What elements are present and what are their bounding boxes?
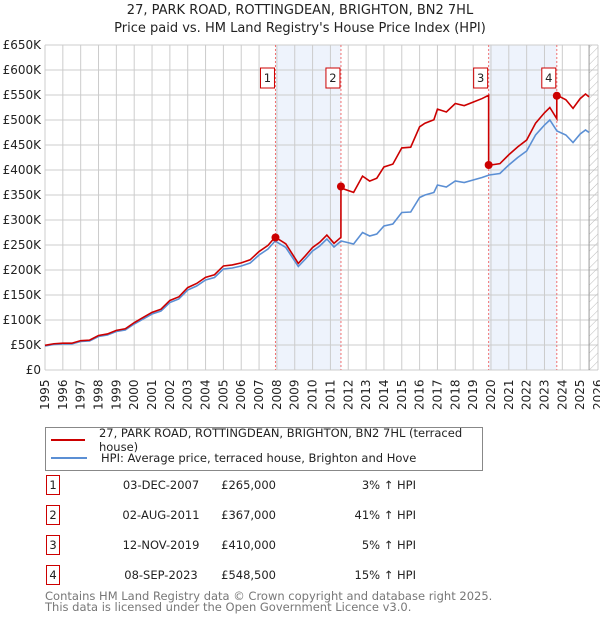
sale-date: 08-SEP-2023 <box>124 568 198 582</box>
plot-area: £0 £50K £100K £150K £200K £250K £300K £350K £400… <box>3 38 600 410</box>
x-tick-label: 2014 <box>377 379 391 410</box>
x-tick-label: 2023 <box>537 379 551 410</box>
x-tick-label: 2001 <box>145 379 159 410</box>
sale-point <box>336 182 345 191</box>
sale-label-number: 4 <box>545 71 552 85</box>
forecast-hatch <box>589 45 598 370</box>
x-tick-label: 2019 <box>466 379 480 410</box>
legend-swatch-blue <box>51 457 87 459</box>
sale-price: £265,000 <box>221 478 276 492</box>
chart-title: 27, PARK ROAD, ROTTINGDEAN, BRIGHTON, BN… <box>126 3 474 18</box>
footer-line: This data is licensed under the Open Gov… <box>45 600 412 614</box>
sale-label-number: 3 <box>477 71 484 85</box>
sale-point <box>552 91 561 100</box>
x-tick-label: 2020 <box>484 379 498 410</box>
sale-label-border <box>325 67 341 89</box>
sale-label-number: 2 <box>329 71 336 85</box>
sale-price: £410,000 <box>221 538 276 552</box>
y-tick-label: £650K <box>3 38 43 52</box>
x-tick-label: 2010 <box>306 379 320 410</box>
sale-label-border <box>473 67 489 89</box>
legend-label: 27, PARK ROAD, ROTTINGDEAN, BRIGHTON, BN… <box>98 426 463 454</box>
sale-hpi-change: 5% ↑ HPI <box>361 538 416 552</box>
sale-date: 03-DEC-2007 <box>122 478 200 492</box>
x-tick-label: 1999 <box>109 379 123 410</box>
y-tick-label: £0 <box>26 363 41 377</box>
x-tick-label: 2004 <box>199 379 213 410</box>
x-tick-label: 2009 <box>288 379 302 410</box>
x-tick-label: 2021 <box>502 379 516 410</box>
x-tick-label: 2025 <box>573 379 587 410</box>
shaded-period <box>488 45 557 370</box>
x-tick-label: 2003 <box>181 379 195 410</box>
x-tick-label: 2008 <box>270 379 284 410</box>
x-tick-label: 2006 <box>234 379 248 410</box>
legend-swatch-red <box>51 439 85 441</box>
y-tick-label: £200K <box>3 263 43 277</box>
chart-subtitle: Price paid vs. HM Land Registry's House … <box>114 21 486 36</box>
x-tick-label: 2011 <box>323 379 337 410</box>
x-tick-label: 1995 <box>38 379 52 410</box>
sale-hpi-change: 41% ↑ HPI <box>354 508 416 522</box>
sale-hpi-change: 3% ↑ HPI <box>361 478 416 492</box>
y-tick-label: £450K <box>3 138 43 152</box>
hpi-line <box>44 118 590 347</box>
y-tick-label: £400K <box>3 163 43 177</box>
x-tick-label: 2000 <box>127 379 141 410</box>
x-tick-label: 1998 <box>92 379 106 410</box>
x-tick-label: 2024 <box>555 379 569 410</box>
x-tick-label: 2012 <box>341 379 355 410</box>
sale-label-box: 1 <box>259 67 275 89</box>
y-tick-label: £250K <box>3 238 43 252</box>
x-tick-label: 2005 <box>216 379 230 410</box>
shaded-period <box>275 45 341 370</box>
y-tick-label: £350K <box>3 188 43 202</box>
sale-price: £548,500 <box>221 568 276 582</box>
footer-line: Contains HM Land Registry data © Crown c… <box>45 589 493 603</box>
sale-label-number: 1 <box>264 71 271 85</box>
x-tick-label: 1996 <box>56 379 70 410</box>
legend: 27, PARK ROAD, ROTTINGDEAN, BRIGHTON, BN… <box>45 426 483 471</box>
sale-point <box>271 233 280 242</box>
y-tick-label: £550K <box>3 88 43 102</box>
sale-label-box: 4 <box>541 67 557 89</box>
x-tick-label: 2026 <box>591 379 600 410</box>
x-tick-label: 2017 <box>430 379 444 410</box>
x-tick-label: 2002 <box>163 379 177 410</box>
y-tick-label: £150K <box>3 288 43 302</box>
x-tick-label: 2007 <box>252 379 266 410</box>
legend-label: HPI: Average price, terraced house, Brig… <box>101 451 417 465</box>
sale-date: 12-NOV-2019 <box>122 538 200 552</box>
y-tick-label: £500K <box>3 113 43 127</box>
sale-number: 4 <box>46 565 60 585</box>
x-tick-label: 2015 <box>395 379 409 410</box>
property-line <box>44 91 590 347</box>
x-tick-label: 2018 <box>448 379 462 410</box>
y-tick-label: £50K <box>10 338 42 352</box>
sale-label-border <box>541 67 557 89</box>
legend-item-hpi: HPI: Average price, terraced house, Brig… <box>51 449 416 467</box>
legend-item-property: 27, PARK ROAD, ROTTINGDEAN, BRIGHTON, BN… <box>51 426 482 454</box>
sale-number: 2 <box>46 505 60 525</box>
x-tick-label: 1997 <box>74 379 88 410</box>
sale-date: 02-AUG-2011 <box>122 508 200 522</box>
y-tick-label: £100K <box>3 313 43 327</box>
sale-number: 3 <box>46 535 60 555</box>
sale-price: £367,000 <box>221 508 276 522</box>
sale-label-box: 2 <box>325 67 341 89</box>
sale-number: 1 <box>46 475 60 495</box>
y-tick-label: £300K <box>3 213 43 227</box>
x-tick-label: 2013 <box>359 379 373 410</box>
x-tick-label: 2022 <box>520 379 534 410</box>
sale-point <box>484 161 493 169</box>
sale-label-border <box>259 67 275 89</box>
y-tick-label: £600K <box>3 63 43 77</box>
sale-hpi-change: 15% ↑ HPI <box>354 568 416 582</box>
sale-label-box: 3 <box>473 67 489 89</box>
x-tick-label: 2016 <box>413 379 427 410</box>
